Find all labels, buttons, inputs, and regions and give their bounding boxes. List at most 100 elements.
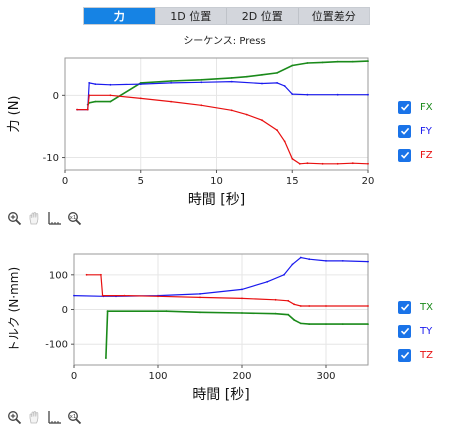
legend-checkbox-tx[interactable] [398,300,411,314]
data-point-fz [76,108,78,111]
checkmark-icon [400,327,409,335]
torque-legend: TX TY TZ [398,300,433,372]
data-point-tz [85,273,88,276]
data-point-fy [139,83,142,85]
force-zoom-reset-button[interactable]: x1 [66,211,83,226]
legend-label-fy: FY [420,125,432,137]
y-tick-label: 100 [49,270,68,281]
checkmark-icon [400,103,409,111]
data-point-tx [308,323,311,325]
data-point-ty [73,294,75,297]
tab-2[interactable]: 2D 位置 [227,8,299,24]
data-point-fy [200,81,203,84]
data-point-fy [230,80,233,83]
data-point-fz [261,119,263,122]
torque-pan-hand-button[interactable] [26,410,43,425]
data-point-fz [170,100,173,103]
force-fit-axes-button[interactable] [46,211,63,226]
tab-3[interactable]: 位置差分 [311,10,356,23]
legend-checkbox-ty[interactable] [398,324,411,338]
legend-checkbox-fx[interactable] [398,100,411,114]
data-point-ty [291,263,294,266]
data-point-fz [306,162,309,165]
data-point-fz [336,162,339,165]
data-point-tx [105,357,107,359]
data-point-tz [308,305,311,307]
fit-axes-icon [47,410,62,425]
legend-item-fz: FZ [398,148,433,162]
data-point-fz [200,104,203,107]
checkmark-icon [400,151,409,159]
svg-text:x1: x1 [70,414,77,420]
data-point-fz [351,162,354,165]
zoom-reset-icon: x1 [67,410,82,425]
tab-1[interactable]: 1D 位置 [156,8,227,24]
legend-item-ty: TY [398,324,433,338]
data-point-fz [230,109,233,112]
y-tick-label: 0 [53,91,59,102]
torque-zoom-reset-button[interactable]: x1 [66,410,83,425]
data-point-tx [241,312,243,314]
data-point-fz [109,94,112,97]
data-point-tz [325,305,327,307]
tab-0[interactable]: 力 [84,8,156,24]
data-point-tx [325,323,327,325]
data-point-fz [88,94,91,97]
data-point-fx [170,80,173,82]
series-line-tz [86,274,368,307]
x-tick-label: 300 [316,371,335,382]
data-point-fx [321,61,324,64]
x-tick-label: 0 [71,371,77,382]
y-tick-label: -100 [45,340,68,351]
data-point-ty [325,260,327,262]
data-point-tx [367,323,369,325]
data-point-tx [199,311,201,314]
data-point-fx [306,62,309,64]
data-point-fz [245,113,248,116]
legend-label-fx: FX [420,101,433,113]
data-point-tz [287,299,290,302]
data-point-fx [291,64,294,67]
data-point-tz [274,298,277,301]
data-point-fy [306,93,309,96]
data-point-fx [261,73,263,76]
data-point-fy [291,93,294,95]
data-point-fz [367,162,369,165]
checkmark-icon [400,127,409,135]
legend-checkbox-fy[interactable] [398,124,411,138]
legend-checkbox-tz[interactable] [398,348,411,362]
data-point-fx [351,60,354,63]
checkmark-icon [400,303,409,311]
data-point-tz [293,303,295,306]
data-point-tz [157,295,159,298]
data-point-tx [293,319,295,321]
torque-zoom-in-button[interactable] [6,410,23,425]
data-point-tz [101,294,104,297]
data-point-fy [336,93,339,96]
data-point-ty [308,258,311,261]
x-tick-label: 10 [210,176,223,187]
pan-hand-icon [27,410,42,425]
data-point-ty [241,288,243,291]
data-point-fx [245,75,248,78]
data-point-fy [170,82,173,84]
x-tick-label: 20 [362,176,375,187]
series-line-tx [105,310,368,359]
data-point-fy [94,83,97,85]
data-point-fx [94,100,97,103]
y-tick-label: -10 [43,153,59,164]
legend-checkbox-fz[interactable] [398,148,411,162]
torque-fit-axes-button[interactable] [46,410,63,425]
legend-label-tx: TX [420,301,433,313]
data-point-fy [367,93,369,96]
data-point-ty [199,293,201,295]
data-point-fx [109,100,112,103]
data-point-fz [276,129,278,132]
force-pan-hand-button[interactable] [26,211,43,226]
series-line-fx [87,60,369,106]
force-zoom-in-button[interactable] [6,211,23,226]
data-point-fx [230,77,233,79]
fit-axes-icon [47,211,62,226]
data-point-fz [298,162,301,165]
legend-item-tx: TX [398,300,433,314]
